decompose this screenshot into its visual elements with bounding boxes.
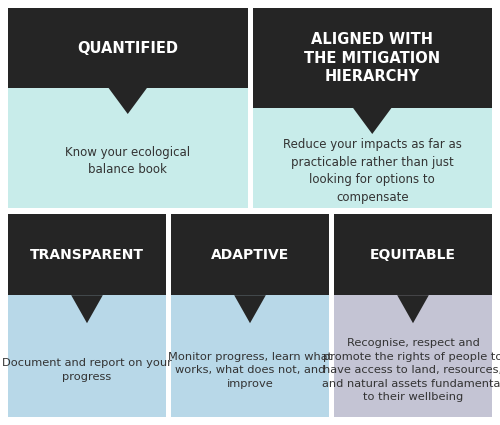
- Bar: [252, 8, 492, 108]
- Bar: [8, 214, 166, 417]
- Bar: [8, 8, 248, 208]
- Text: Document and report on your
progress: Document and report on your progress: [2, 358, 172, 382]
- Polygon shape: [353, 108, 392, 134]
- Text: Monitor progress, learn what
works, what does not, and
improve: Monitor progress, learn what works, what…: [168, 351, 332, 389]
- Text: ALIGNED WITH
THE MITIGATION
HIERARCHY: ALIGNED WITH THE MITIGATION HIERARCHY: [304, 32, 440, 84]
- Text: EQUITABLE: EQUITABLE: [370, 248, 456, 262]
- Polygon shape: [397, 295, 429, 323]
- Text: ADAPTIVE: ADAPTIVE: [211, 248, 289, 262]
- Bar: [8, 214, 166, 295]
- Bar: [171, 214, 329, 417]
- Polygon shape: [71, 295, 103, 323]
- Polygon shape: [108, 88, 147, 114]
- Text: QUANTIFIED: QUANTIFIED: [77, 40, 178, 56]
- Polygon shape: [234, 295, 266, 323]
- Bar: [171, 214, 329, 295]
- Bar: [8, 8, 248, 88]
- Bar: [334, 214, 492, 295]
- Bar: [334, 214, 492, 417]
- Bar: [252, 8, 492, 208]
- Text: TRANSPARENT: TRANSPARENT: [30, 248, 144, 262]
- Text: Know your ecological
balance book: Know your ecological balance book: [65, 146, 190, 176]
- Text: Reduce your impacts as far as
practicable rather than just
looking for options t: Reduce your impacts as far as practicabl…: [283, 138, 462, 204]
- Text: Recognise, respect and
promote the rights of people to
have access to land, reso: Recognise, respect and promote the right…: [322, 338, 500, 402]
